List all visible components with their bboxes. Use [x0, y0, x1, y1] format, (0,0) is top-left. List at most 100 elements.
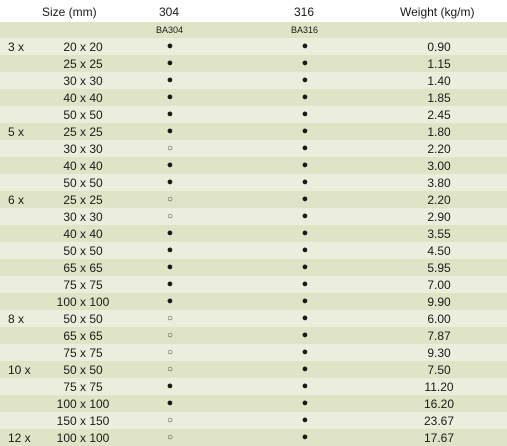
row-weight: 7.00 — [427, 278, 451, 292]
filled-dot-icon: ● — [301, 176, 309, 188]
row-weight: 7.50 — [427, 363, 451, 377]
open-circle-icon: ○ — [166, 330, 174, 341]
filled-dot-icon: ● — [166, 278, 174, 290]
row-weight: 1.85 — [427, 91, 451, 105]
table-row: 40 x 40 ● ● 1.85 — [0, 89, 507, 106]
row-size: 75 x 75 — [63, 346, 103, 360]
row-size: 50 x 50 — [63, 108, 103, 122]
filled-dot-icon: ● — [301, 193, 309, 205]
filled-dot-icon: ● — [301, 57, 309, 69]
row-size: 65 x 65 — [63, 329, 103, 343]
row-size: 40 x 40 — [63, 91, 103, 105]
row-weight: 3.80 — [427, 176, 451, 190]
filled-dot-icon: ● — [301, 244, 309, 256]
filled-dot-icon: ● — [166, 159, 174, 171]
filled-dot-icon: ● — [166, 57, 174, 69]
row-weight: 16.20 — [423, 397, 455, 411]
table-row: 10 x 50 x 50 ○ ● 7.50 — [0, 361, 507, 378]
table-row: 75 x 75 ● ● 7.00 — [0, 276, 507, 293]
filled-dot-icon: ● — [301, 261, 309, 273]
filled-dot-icon: ● — [166, 40, 174, 52]
table-row: 100 x 100 ● ● 9.90 — [0, 293, 507, 310]
table-row: 25 x 25 ● ● 1.15 — [0, 55, 507, 72]
table-row: 30 x 30 ○ ● 2.20 — [0, 140, 507, 157]
filled-dot-icon: ● — [166, 176, 174, 188]
row-weight: 3.55 — [427, 227, 451, 241]
subheader-ba304: BA304 — [156, 25, 184, 35]
row-size: 150 x 150 — [56, 414, 110, 428]
table-row: 40 x 40 ● ● 3.00 — [0, 157, 507, 174]
row-weight: 5.95 — [427, 261, 451, 275]
row-prefix: 5 x — [8, 125, 25, 139]
table-row: 3 x 20 x 20 ● ● 0.90 — [0, 38, 507, 55]
table-row: 30 x 30 ● ● 1.40 — [0, 72, 507, 89]
filled-dot-icon: ● — [166, 380, 174, 392]
row-size: 25 x 25 — [63, 193, 103, 207]
row-prefix: 8 x — [8, 312, 25, 326]
filled-dot-icon: ● — [301, 210, 309, 222]
row-weight: 2.45 — [427, 108, 451, 122]
header-weight: Weight (kg/m) — [400, 5, 475, 19]
filled-dot-icon: ● — [166, 91, 174, 103]
row-prefix: 3 x — [8, 40, 25, 54]
row-weight: 3.00 — [427, 159, 451, 173]
row-size: 100 x 100 — [56, 397, 110, 411]
table-row: 50 x 50 ● ● 2.45 — [0, 106, 507, 123]
filled-dot-icon: ● — [301, 414, 309, 426]
row-size: 40 x 40 — [63, 159, 103, 173]
table-row: 50 x 50 ● ● 3.80 — [0, 174, 507, 191]
filled-dot-icon: ● — [301, 295, 309, 307]
header-316: 316 — [294, 5, 315, 19]
filled-dot-icon: ● — [301, 227, 309, 239]
row-weight: 17.67 — [423, 431, 455, 445]
row-size: 50 x 50 — [63, 312, 103, 326]
table-row: 6 x 25 x 25 ○ ● 2.20 — [0, 191, 507, 208]
filled-dot-icon: ● — [166, 74, 174, 86]
row-size: 25 x 25 — [63, 125, 103, 139]
filled-dot-icon: ● — [301, 159, 309, 171]
table-row: 65 x 65 ○ ● 7.87 — [0, 327, 507, 344]
filled-dot-icon: ● — [301, 91, 309, 103]
header-size: Size (mm) — [42, 5, 97, 19]
filled-dot-icon: ● — [301, 108, 309, 120]
table-header: Size (mm) 304 316 Weight (kg/m) — [0, 0, 507, 22]
filled-dot-icon: ● — [301, 397, 309, 409]
row-prefix: 6 x — [8, 193, 25, 207]
table-row: 8 x 50 x 50 ○ ● 6.00 — [0, 310, 507, 327]
row-weight: 9.30 — [427, 346, 451, 360]
filled-dot-icon: ● — [301, 40, 309, 52]
open-circle-icon: ○ — [166, 143, 174, 154]
row-weight: 1.80 — [427, 125, 451, 139]
row-size: 50 x 50 — [63, 176, 103, 190]
row-size: 30 x 30 — [63, 142, 103, 156]
table-subheader: BA304 BA316 — [0, 22, 507, 38]
row-weight: 4.50 — [427, 244, 451, 258]
table-row: 30 x 30 ○ ● 2.90 — [0, 208, 507, 225]
row-weight: 1.40 — [427, 74, 451, 88]
filled-dot-icon: ● — [166, 108, 174, 120]
row-size: 65 x 65 — [63, 261, 103, 275]
row-weight: 2.90 — [427, 210, 451, 224]
filled-dot-icon: ● — [301, 380, 309, 392]
table-row: 75 x 75 ○ ● 9.30 — [0, 344, 507, 361]
open-circle-icon: ○ — [166, 415, 174, 426]
filled-dot-icon: ● — [166, 125, 174, 137]
filled-dot-icon: ● — [166, 295, 174, 307]
table-row: 12 x 100 x 100 ○ ● 17.67 — [0, 429, 507, 446]
filled-dot-icon: ● — [166, 261, 174, 273]
table-row: 40 x 40 ● ● 3.55 — [0, 225, 507, 242]
filled-dot-icon: ● — [166, 397, 174, 409]
table-row: 50 x 50 ● ● 4.50 — [0, 242, 507, 259]
row-size: 40 x 40 — [63, 227, 103, 241]
row-size: 100 x 100 — [56, 431, 110, 445]
row-size: 30 x 30 — [63, 74, 103, 88]
row-weight: 2.20 — [427, 142, 451, 156]
row-prefix: 10 x — [8, 363, 31, 377]
filled-dot-icon: ● — [166, 244, 174, 256]
header-304: 304 — [159, 5, 180, 19]
row-weight: 1.15 — [427, 57, 451, 71]
row-weight: 23.67 — [423, 414, 455, 428]
filled-dot-icon: ● — [301, 431, 309, 443]
row-weight: 9.90 — [427, 295, 451, 309]
